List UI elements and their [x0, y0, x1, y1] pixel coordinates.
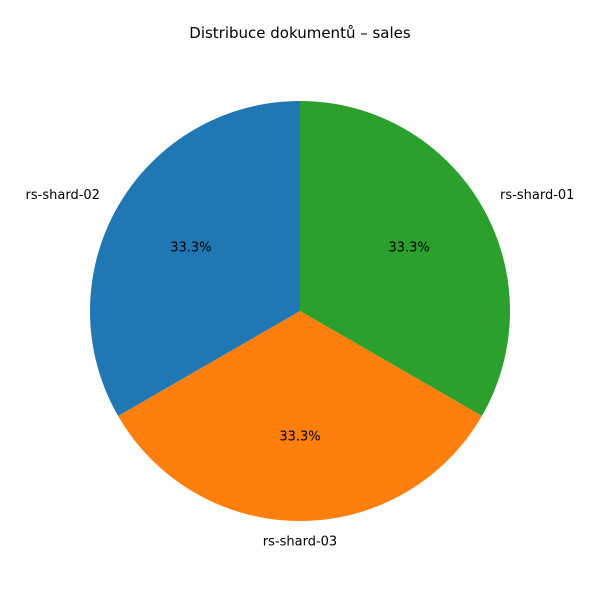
pie-labels: rs-shard-01 33.3% rs-shard-03 33.3% rs-shard… — [26, 188, 575, 550]
pie-slice-rs-shard-02 — [90, 101, 301, 416]
percent-label-rs-shard-03: 33.3% — [279, 430, 320, 445]
pie-slice-rs-shard-01 — [300, 101, 510, 416]
pie-slice-rs-shard-03 — [118, 311, 482, 521]
percent-label-rs-shard-01: 33.3% — [388, 241, 429, 256]
slice-label-rs-shard-02: rs-shard-02 — [26, 188, 100, 203]
slice-label-rs-shard-03: rs-shard-03 — [263, 535, 337, 550]
pie-slices — [90, 101, 510, 521]
slice-label-rs-shard-01: rs-shard-01 — [500, 188, 574, 203]
percent-label-rs-shard-02: 33.3% — [170, 241, 211, 256]
chart-title: Distribuce dokumentů – sales — [189, 24, 411, 42]
